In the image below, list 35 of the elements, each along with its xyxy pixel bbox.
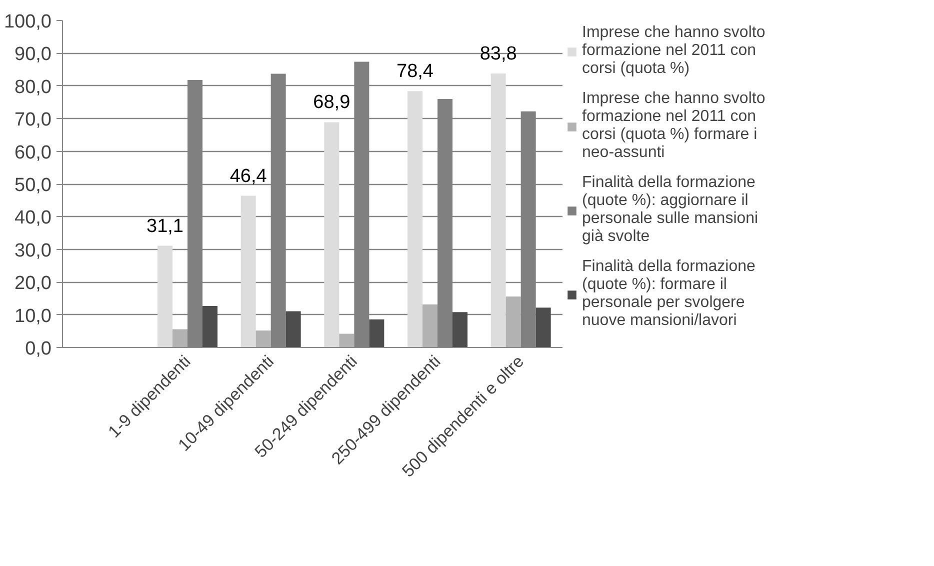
bar (324, 122, 340, 348)
bar (490, 73, 506, 348)
legend-label: Finalità della formazione (quote %): aggiornare il personale sulle mansioni già svolte (582, 174, 758, 246)
y-tick-label: 30,0 (14, 240, 52, 262)
y-tick-label: 40,0 (14, 208, 52, 229)
y-tick-label: 90,0 (14, 44, 52, 66)
bar (452, 312, 468, 348)
bar (339, 334, 354, 348)
data-label: 46,4 (230, 166, 268, 187)
data-label: 31,1 (146, 216, 184, 237)
y-tick-label: 100,0 (4, 12, 52, 32)
bar (286, 311, 301, 348)
bar (202, 306, 218, 348)
bar (158, 246, 172, 348)
legend-label: Imprese che hanno svolto formazione nel 2011 con corsi (quota %) (582, 24, 766, 78)
bar (536, 308, 551, 348)
y-tick-label: 10,0 (14, 306, 52, 327)
data-label: 83,8 (480, 43, 517, 64)
legend-label: Finalità della formazione (quote %): formare il personale per svolgere nuove mansioni/lavori (582, 258, 756, 330)
data-label: 68,9 (313, 92, 350, 114)
bar (408, 91, 422, 348)
bar (172, 329, 188, 348)
data-label: 78,4 (396, 61, 434, 82)
y-tick-label: 60,0 (14, 142, 52, 164)
y-tick-label: 50,0 (14, 175, 52, 196)
y-tick-label: 20,0 (14, 273, 52, 294)
y-tick-label: 0,0 (25, 338, 52, 360)
bar (506, 296, 521, 348)
legend-label: Imprese che hanno svolto formazione nel 2011 con corsi (quota %) formare i neo-assunti (582, 90, 766, 162)
bar (369, 319, 384, 348)
bar (422, 304, 438, 348)
y-tick-label: 80,0 (14, 76, 52, 98)
y-tick-label: 70,0 (14, 110, 52, 131)
bar (240, 196, 256, 348)
bar (256, 330, 271, 348)
